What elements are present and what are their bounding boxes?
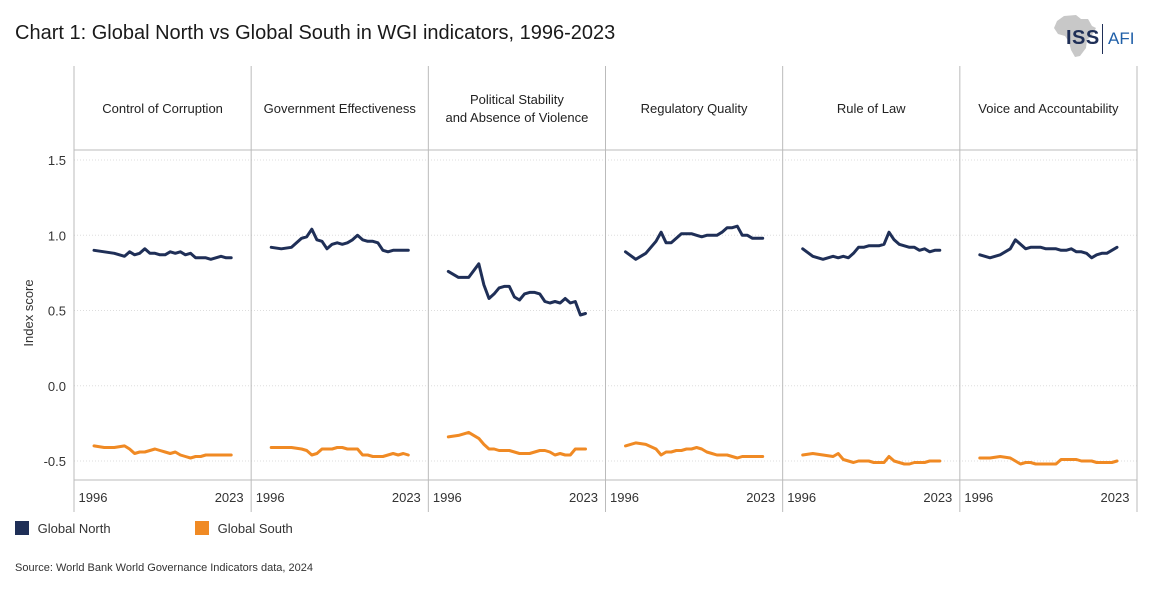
series-line-global-north <box>92 247 233 261</box>
y-tick-label: -0.5 <box>44 454 66 469</box>
x-tick-label-start: 1996 <box>964 490 993 505</box>
series-line-global-south <box>801 452 942 466</box>
series-line-global-north <box>801 230 942 261</box>
panel-title-line: Regulatory Quality <box>641 101 748 116</box>
series-line-global-north <box>269 227 410 254</box>
panel-title: Government Effectiveness <box>264 101 417 116</box>
panel-title-line: Political Stability <box>470 92 564 107</box>
panel-title-line: Voice and Accountability <box>978 101 1119 116</box>
x-tick-label-end: 2023 <box>1101 490 1130 505</box>
panel-title-line: Rule of Law <box>837 101 906 116</box>
legend-label-global-south: Global South <box>217 521 293 536</box>
panel-title-line: and Absence of Violence <box>445 110 588 125</box>
y-tick-label: 0.5 <box>48 304 66 319</box>
panel-political-stability-and-absence-of-violence: Political Stability and Absence of Violen… <box>433 92 598 505</box>
panel-control-of-corruption: Control of Corruption 1996 2023 <box>79 101 244 505</box>
x-tick-label-end: 2023 <box>746 490 775 505</box>
x-tick-label-start: 1996 <box>79 490 108 505</box>
panel-title: Control of Corruption <box>102 101 223 116</box>
y-tick-label: 1.0 <box>48 228 66 243</box>
chart-title: Chart 1: Global North vs Global South in… <box>15 22 616 44</box>
logo-divider <box>1102 24 1103 54</box>
logo-iss-text: ISS <box>1066 27 1100 49</box>
iss-afi-logo: ISS AFI <box>1050 12 1140 58</box>
panel-voice-and-accountability: Voice and Accountability 1996 2023 <box>964 101 1129 505</box>
x-tick-label-start: 1996 <box>610 490 639 505</box>
x-tick-label-end: 2023 <box>569 490 598 505</box>
series-line-global-south <box>92 444 233 460</box>
x-tick-label-end: 2023 <box>215 490 244 505</box>
series-line-global-south <box>978 455 1119 466</box>
logo-afi-text: AFI <box>1108 29 1135 48</box>
series-line-global-south <box>446 430 587 457</box>
panel-title: Political Stability and Absence of Violen… <box>445 92 588 125</box>
small-multiples-chart: 1.5 1.0 0.5 0.0 -0.5 Index score Control of Co… <box>21 66 1138 512</box>
africa-map-icon <box>1054 15 1096 57</box>
y-tick-label: 1.5 <box>48 153 66 168</box>
y-tick-label: 0.0 <box>48 379 66 394</box>
x-tick-label-end: 2023 <box>392 490 421 505</box>
panel-title-line: Control of Corruption <box>102 101 223 116</box>
panel-rule-of-law: Rule of Law 1996 2023 <box>787 101 952 505</box>
y-axis-label: Index score <box>21 279 36 346</box>
panel-regulatory-quality: Regulatory Quality 1996 2023 <box>610 101 775 505</box>
legend-swatch-global-north <box>15 521 29 535</box>
series-line-global-north <box>446 262 587 317</box>
panel-title-line: Government Effectiveness <box>264 101 417 116</box>
panel-government-effectiveness: Government Effectiveness 1996 2023 <box>256 101 421 505</box>
legend-item-global-north: Global North <box>15 521 111 536</box>
panel-title: Regulatory Quality <box>641 101 748 116</box>
panel-title: Rule of Law <box>837 101 906 116</box>
series-line-global-north <box>978 238 1119 260</box>
source-note: Source: World Bank World Governance Indi… <box>15 562 313 574</box>
x-tick-label-start: 1996 <box>256 490 285 505</box>
legend-label-global-north: Global North <box>37 521 111 536</box>
legend-item-global-south: Global South <box>195 521 293 536</box>
series-line-global-north <box>624 224 765 261</box>
x-tick-label-end: 2023 <box>923 490 952 505</box>
series-line-global-south <box>269 446 410 458</box>
series-line-global-south <box>624 441 765 460</box>
legend-swatch-global-south <box>195 521 209 535</box>
x-tick-label-start: 1996 <box>433 490 462 505</box>
panel-title: Voice and Accountability <box>978 101 1119 116</box>
x-tick-label-start: 1996 <box>787 490 816 505</box>
